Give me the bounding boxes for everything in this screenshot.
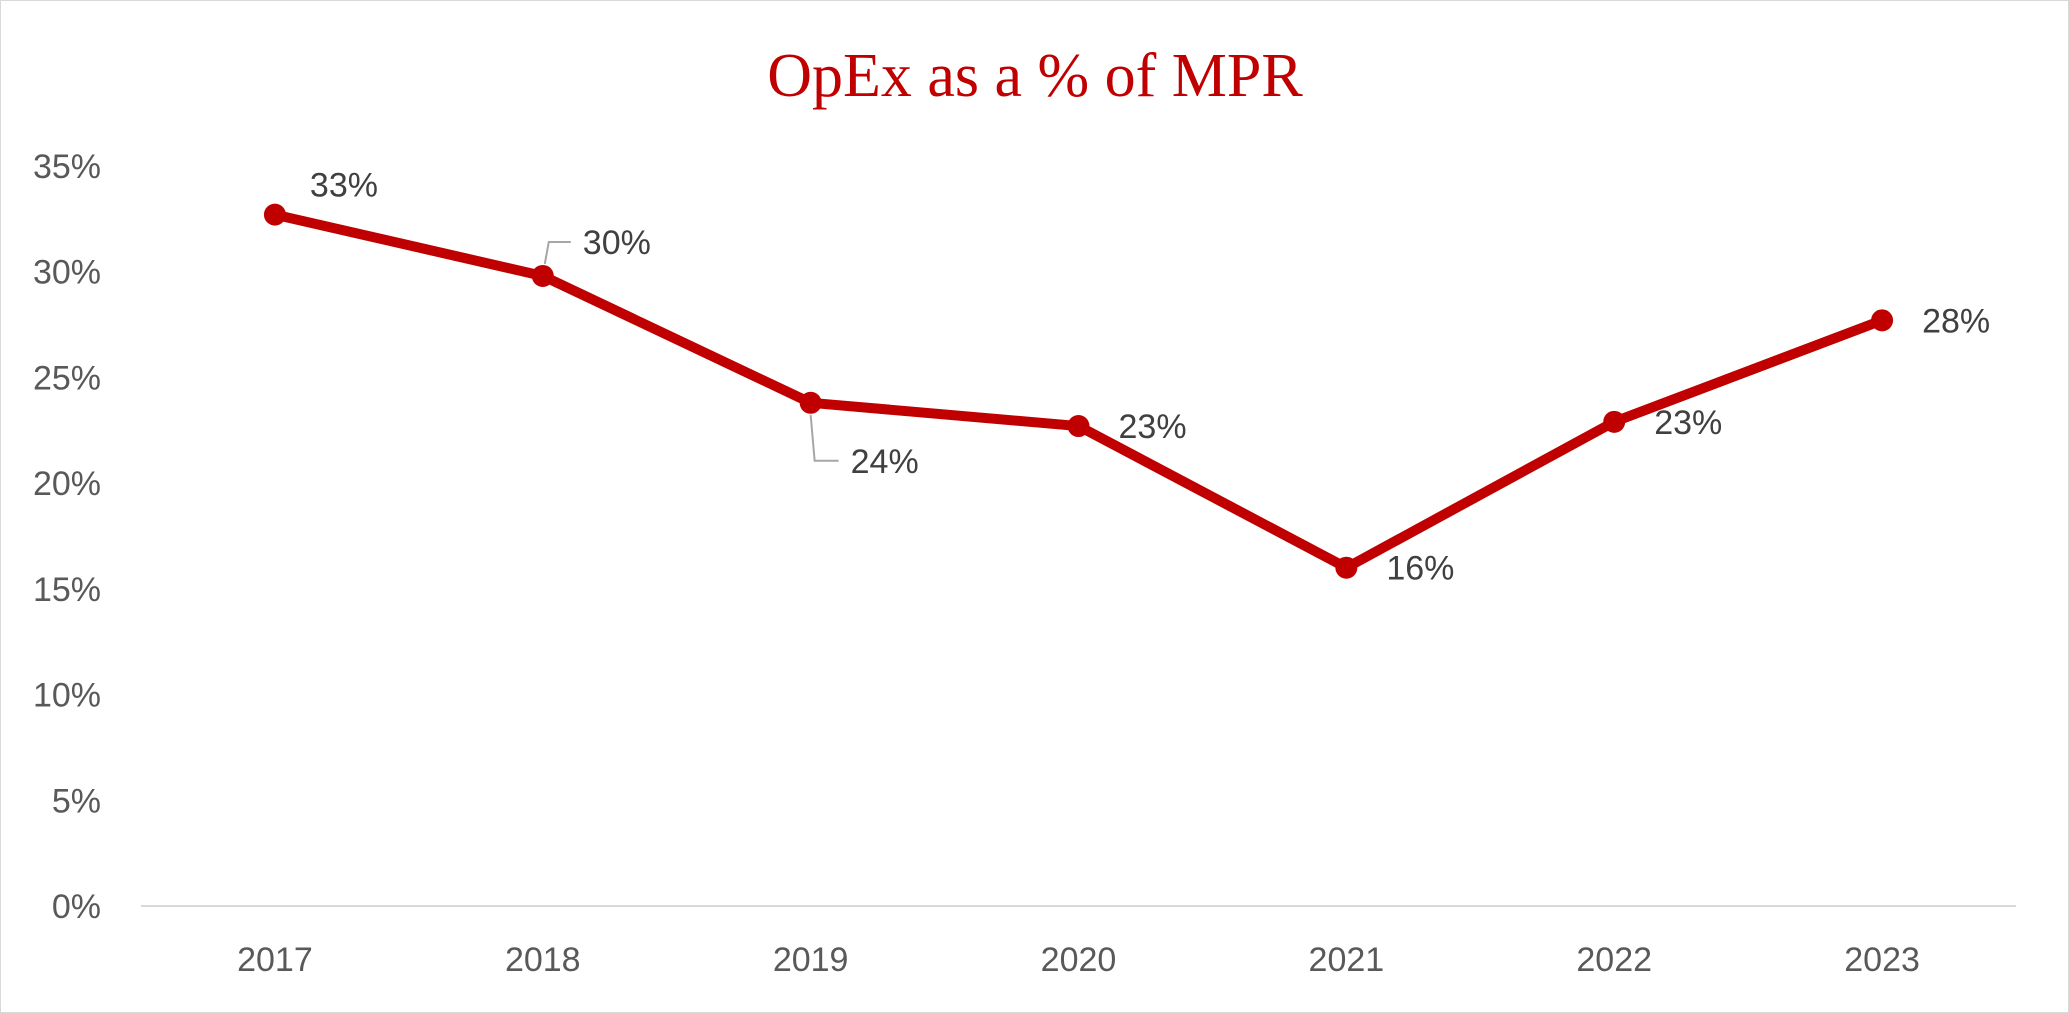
x-tick-label: 2023: [1844, 941, 1920, 979]
chart-title: OpEx as a % of MPR: [767, 42, 1303, 110]
data-label: 28%: [1922, 302, 1990, 340]
data-label: 23%: [1654, 404, 1722, 442]
data-point: [799, 391, 822, 414]
y-tick-label: 35%: [33, 148, 101, 186]
y-tick-label: 20%: [33, 465, 101, 503]
leader-line: [809, 414, 839, 462]
data-point: [263, 203, 286, 226]
y-tick-label: 0%: [52, 888, 101, 926]
x-tick-label: 2017: [237, 941, 313, 979]
data-label: 23%: [1119, 408, 1187, 446]
data-label: 33%: [310, 167, 378, 205]
x-tick-label: 2022: [1576, 941, 1652, 979]
leader-line: [543, 240, 571, 265]
data-point: [1335, 556, 1358, 579]
data-labels: 33% 30% 24% 23% 16% 23% 28%: [310, 167, 1990, 588]
y-axis-ticks: 0% 5% 10% 15% 20% 25% 30% 35%: [33, 148, 101, 926]
y-tick-label: 15%: [33, 571, 101, 609]
x-tick-label: 2018: [505, 941, 581, 979]
data-point: [531, 264, 554, 287]
y-tick-label: 5%: [52, 782, 101, 820]
data-points: [263, 203, 1894, 579]
data-point: [1067, 415, 1090, 438]
y-tick-label: 10%: [33, 677, 101, 715]
series-line: [269, 209, 1888, 573]
x-axis-ticks: 2017 2018 2019 2020 2021 2022 2023: [237, 941, 1920, 979]
x-tick-label: 2020: [1041, 941, 1117, 979]
y-tick-label: 25%: [33, 359, 101, 397]
y-tick-label: 30%: [33, 254, 101, 292]
leader-lines: [543, 240, 839, 462]
data-label: 30%: [583, 224, 651, 262]
x-tick-label: 2019: [773, 941, 849, 979]
data-point: [1871, 309, 1894, 332]
data-point: [1603, 410, 1626, 433]
data-label: 24%: [851, 443, 919, 481]
data-label: 16%: [1386, 550, 1454, 588]
x-tick-label: 2021: [1309, 941, 1385, 979]
